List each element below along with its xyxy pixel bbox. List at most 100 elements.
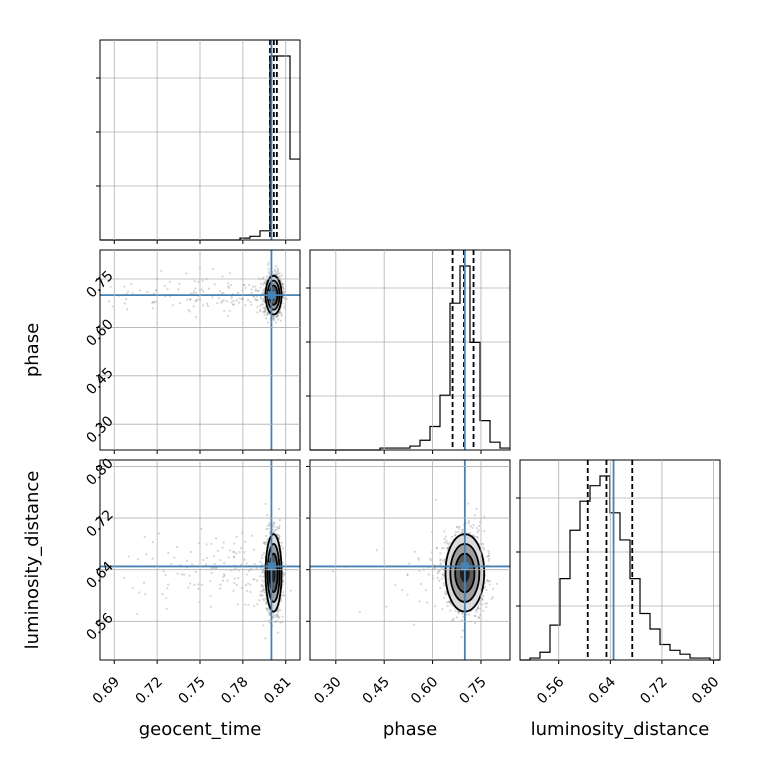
scatter-point	[259, 286, 262, 289]
scatter-point	[200, 527, 203, 531]
scatter-point	[473, 614, 476, 617]
tick-label: 0.69	[90, 674, 123, 707]
scatter-point	[210, 567, 213, 570]
scatter-point	[272, 530, 276, 534]
scatter-point	[263, 282, 266, 285]
scatter-point	[86, 307, 88, 309]
scatter-point	[222, 573, 226, 576]
scatter-point	[145, 553, 148, 556]
scatter-point	[408, 562, 411, 565]
scatter-point	[482, 546, 485, 549]
scatter-point	[157, 532, 161, 535]
scatter-point	[442, 574, 445, 577]
scatter-point	[265, 607, 269, 610]
scatter-point	[277, 527, 280, 530]
scatter-point	[485, 588, 488, 591]
scatter-point	[256, 603, 259, 606]
scatter-point	[211, 267, 214, 270]
scatter-point	[282, 302, 285, 305]
scatter-point	[205, 563, 208, 566]
scatter-point	[446, 542, 449, 545]
scatter-point	[265, 275, 268, 278]
scatter-point	[261, 598, 265, 601]
scatter-point	[164, 573, 167, 577]
scatter-point	[260, 303, 263, 306]
scatter-point	[263, 581, 266, 584]
scatter-point	[183, 573, 186, 576]
scatter-point	[245, 562, 248, 565]
scatter-point	[451, 535, 454, 539]
tick-label: 0.30	[311, 674, 344, 707]
scatter-point	[193, 583, 196, 587]
scatter-point	[176, 572, 179, 575]
scatter-point	[221, 546, 224, 549]
scatter-point	[131, 586, 134, 590]
scatter-point	[261, 310, 265, 313]
scatter-point	[278, 519, 282, 522]
scatter-point	[262, 306, 265, 309]
scatter-point	[180, 573, 184, 576]
scatter-point	[483, 515, 486, 518]
hist-step-luminosity-distance	[520, 475, 720, 661]
hist-panel-geocent-time	[96, 39, 301, 241]
panel-frame	[519, 459, 721, 661]
scatter-point	[223, 562, 226, 565]
scatter-point	[258, 309, 262, 313]
scatter-point	[123, 285, 126, 288]
scatter-point	[481, 603, 484, 606]
scatter-point	[185, 559, 189, 563]
scatter-point	[277, 268, 280, 272]
scatter-point	[32, 304, 34, 306]
panel-frame	[309, 249, 511, 451]
y-axis-label-phase: phase	[22, 323, 43, 377]
scatter-point	[212, 567, 215, 570]
scatter-point	[272, 316, 275, 319]
scatter-point	[263, 542, 266, 545]
scatter-point	[261, 570, 264, 573]
scatter-point	[247, 569, 251, 572]
scatter-point	[195, 291, 198, 294]
scatter-point	[279, 609, 282, 612]
scatter-point	[178, 302, 181, 305]
scatter-point	[268, 272, 271, 275]
scatter-point	[209, 605, 212, 608]
scatter-point	[235, 583, 239, 587]
scatter-point	[261, 289, 264, 292]
scatter-point	[166, 288, 169, 291]
scatter-point	[476, 536, 479, 539]
scatter-point	[240, 586, 243, 590]
scatter-point	[465, 613, 468, 616]
scatter-point	[233, 556, 236, 559]
scatter-point	[477, 616, 480, 619]
scatter-point	[438, 579, 441, 582]
tick-label: 0.72	[637, 674, 670, 707]
scatter-point	[261, 585, 264, 588]
scatter-point	[202, 558, 205, 561]
scatter-point	[265, 602, 268, 605]
scatter-point	[444, 593, 447, 596]
scatter-point	[445, 539, 448, 542]
scatter-point	[265, 535, 268, 538]
scatter-point	[454, 534, 457, 537]
scatter-point	[227, 556, 230, 559]
scatter-point	[261, 571, 264, 575]
scatter-point	[261, 579, 264, 582]
scatter-point	[227, 286, 231, 290]
scatter-point	[441, 572, 444, 576]
scatter-point	[263, 599, 266, 602]
scatter-point	[69, 299, 71, 301]
scatter-point	[486, 579, 489, 583]
scatter-point	[175, 545, 178, 549]
scatter-point	[435, 546, 438, 549]
scatter-point	[192, 292, 195, 295]
scatter-point	[60, 295, 62, 297]
scatter-point	[211, 296, 214, 299]
scatter-point	[262, 292, 265, 295]
scatter-point	[477, 524, 481, 528]
hist-panel-phase	[306, 249, 511, 451]
scatter-point	[192, 305, 195, 308]
scatter-point	[442, 574, 446, 577]
scatter-point	[274, 615, 278, 618]
scatter-point	[443, 537, 446, 541]
